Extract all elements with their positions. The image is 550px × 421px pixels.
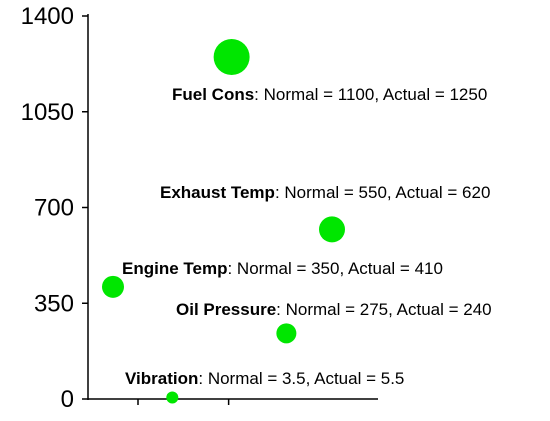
- data-point-exhaust-temp: [319, 216, 345, 243]
- data-label-name: Fuel Cons: [172, 85, 254, 104]
- data-label-oil-pressure: Oil Pressure: Normal = 275, Actual = 240: [176, 300, 492, 319]
- data-point-fuel-cons: [213, 39, 250, 76]
- data-label-values: : Normal = 3.5, Actual = 5.5: [198, 369, 404, 388]
- y-tick-label: 0: [61, 386, 74, 413]
- data-label-values: : Normal = 350, Actual = 410: [227, 259, 442, 278]
- y-tick-label: 1400: [21, 3, 74, 30]
- y-tick-label: 700: [34, 195, 74, 222]
- y-tick-label: 350: [34, 290, 74, 317]
- y-tick-label: 1050: [21, 99, 74, 126]
- data-point-oil-pressure: [276, 323, 297, 344]
- data-label-values: : Normal = 1100, Actual = 1250: [254, 85, 487, 104]
- data-label-vibration: Vibration: Normal = 3.5, Actual = 5.5: [125, 369, 404, 388]
- data-label-exhaust-temp: Exhaust Temp: Normal = 550, Actual = 620: [160, 183, 490, 202]
- data-label-name: Exhaust Temp: [160, 183, 275, 202]
- data-label-fuel-cons: Fuel Cons: Normal = 1100, Actual = 1250: [172, 85, 487, 104]
- y-axis-ticks: 0 350 700 1050 1400: [21, 3, 230, 413]
- data-labels: Fuel Cons: Normal = 1100, Actual = 1250 E…: [122, 85, 492, 388]
- data-point-vibration: [166, 391, 179, 404]
- data-label-name: Oil Pressure: [176, 300, 276, 319]
- data-points: [102, 39, 345, 404]
- data-label-name: Engine Temp: [122, 259, 227, 278]
- data-label-values: : Normal = 275, Actual = 240: [276, 300, 491, 319]
- data-label-values: : Normal = 550, Actual = 620: [275, 183, 490, 202]
- data-label-engine-temp: Engine Temp: Normal = 350, Actual = 410: [122, 259, 443, 278]
- data-point-engine-temp: [102, 275, 124, 298]
- data-label-name: Vibration: [125, 369, 198, 388]
